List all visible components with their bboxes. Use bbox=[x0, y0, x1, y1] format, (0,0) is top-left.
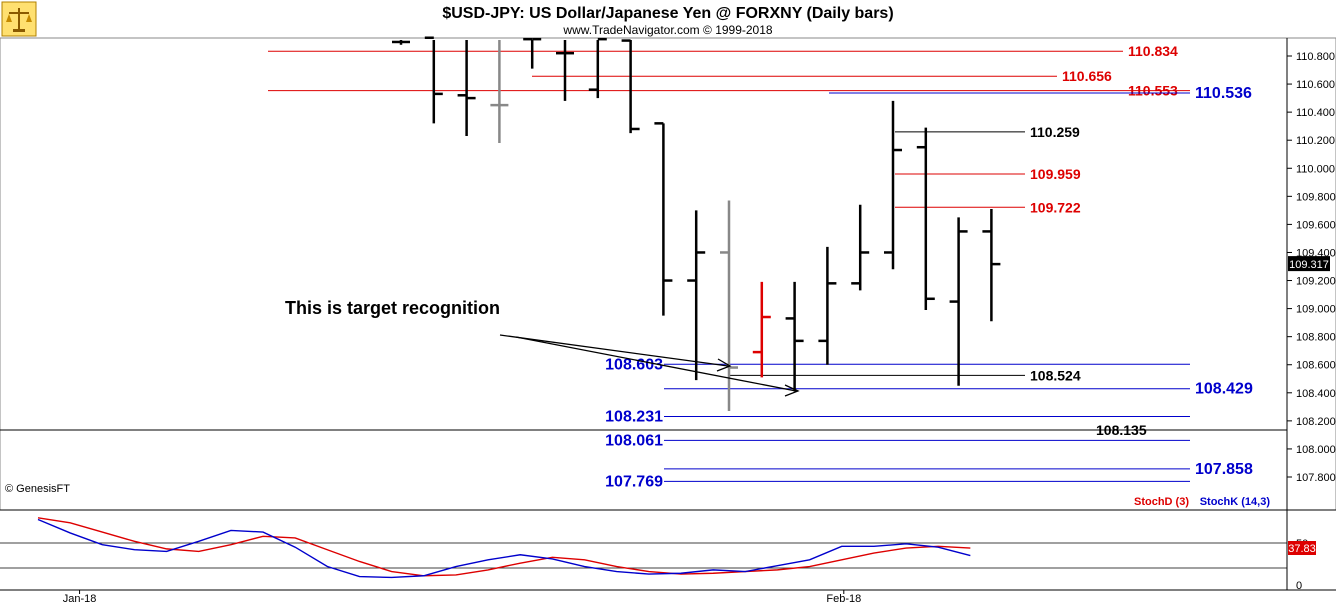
y-tick-label: 108.200 bbox=[1296, 416, 1336, 428]
level-label: 108.603 bbox=[605, 356, 663, 373]
y-tick-label: 110.000 bbox=[1296, 163, 1335, 175]
last-price-label: 109.317 bbox=[1289, 259, 1329, 271]
price-y-ticks: 110.800 110.600 110.400 110.200 110.000 109.8… bbox=[1287, 51, 1336, 484]
scale-logo-icon bbox=[1, 1, 37, 37]
annotation-arrow-2 bbox=[515, 336, 797, 392]
last-price-marker: 109.317 bbox=[1288, 256, 1330, 272]
y-tick-label: 108.800 bbox=[1296, 332, 1336, 344]
level-label: 110.553 bbox=[1128, 83, 1178, 99]
y-tick-label: 110.600 bbox=[1296, 79, 1335, 91]
level-label: 108.061 bbox=[605, 432, 663, 449]
level-label: 110.259 bbox=[1030, 124, 1080, 140]
stoch-series-line bbox=[37, 517, 971, 577]
annotation-arrow-1 bbox=[499, 334, 729, 367]
y-tick-label: 109.200 bbox=[1296, 276, 1336, 288]
level-label: 110.656 bbox=[1062, 68, 1112, 84]
target-levels: 110.834 110.656 110.553 110.536 110.259 109.9… bbox=[268, 43, 1253, 490]
y-tick-label: 109.800 bbox=[1296, 191, 1336, 203]
level-label: 107.769 bbox=[605, 473, 663, 490]
chart-subtitle: www.TradeNavigator.com © 1999-2018 bbox=[562, 23, 772, 37]
y-tick-label: 110.800 bbox=[1296, 51, 1335, 63]
y-tick-label: 109.600 bbox=[1296, 219, 1336, 231]
y-tick-label: 110.200 bbox=[1296, 135, 1335, 147]
level-label: 109.959 bbox=[1030, 166, 1081, 182]
chart-header: $USD-JPY: US Dollar/Japanese Yen @ FORXN… bbox=[442, 5, 893, 37]
time-axis-labels: Jan-18 Feb-18 bbox=[63, 590, 861, 605]
legend-stochk: StochK (14,3) bbox=[1200, 496, 1271, 508]
ohlc-bars bbox=[392, 36, 1001, 412]
copyright-label: © GenesisFT bbox=[5, 483, 70, 495]
annotation-arrowhead-1 bbox=[716, 358, 732, 372]
annotation-arrowhead-2 bbox=[784, 384, 800, 397]
x-tick-label: Feb-18 bbox=[826, 593, 861, 605]
stoch-y-tick-label: 0 bbox=[1296, 580, 1302, 592]
level-label: 108.135 bbox=[1096, 422, 1147, 438]
legend-stochd: StochD (3) bbox=[1134, 496, 1189, 508]
stoch-last-label: 37.83 bbox=[1288, 543, 1316, 555]
y-tick-label: 109.000 bbox=[1296, 304, 1336, 316]
price-panel-frame bbox=[0, 37, 1336, 511]
stoch-series bbox=[37, 517, 971, 579]
level-label: 108.231 bbox=[605, 409, 663, 426]
chart-frames bbox=[0, 37, 1336, 591]
level-label: 110.834 bbox=[1128, 43, 1178, 59]
chart-title: $USD-JPY: US Dollar/Japanese Yen @ FORXN… bbox=[442, 5, 893, 22]
target-annotation: This is target recognition bbox=[285, 298, 800, 397]
level-label: 108.429 bbox=[1195, 381, 1253, 398]
level-label: 107.858 bbox=[1195, 461, 1253, 478]
level-label: 108.524 bbox=[1030, 367, 1081, 383]
level-label: 109.722 bbox=[1030, 199, 1081, 215]
y-tick-label: 107.800 bbox=[1296, 472, 1336, 484]
stoch-series-line bbox=[37, 518, 971, 579]
y-tick-label: 110.400 bbox=[1296, 107, 1335, 119]
stochastic-panel: StochD (3) StochK (14,3) 500 37.83 bbox=[0, 496, 1316, 592]
y-tick-label: 108.600 bbox=[1296, 360, 1336, 372]
y-tick-label: 108.400 bbox=[1296, 388, 1336, 400]
x-tick-label: Jan-18 bbox=[63, 593, 97, 605]
y-tick-label: 108.000 bbox=[1296, 444, 1336, 456]
level-label: 110.536 bbox=[1195, 85, 1252, 102]
annotation-text: This is target recognition bbox=[285, 298, 500, 318]
